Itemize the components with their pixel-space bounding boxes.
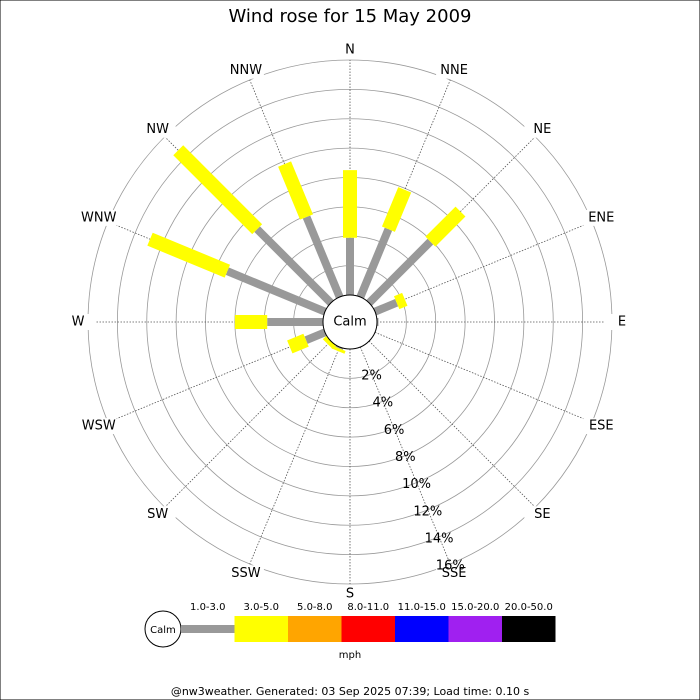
legend-label: 15.0-20.0: [451, 602, 499, 613]
r-tick-label: 14%: [425, 531, 454, 546]
direction-label-bg: [436, 565, 473, 582]
legend-swatch: [181, 625, 235, 633]
bar-segment: [302, 215, 344, 299]
direction-label-bg: [524, 506, 561, 523]
bar-segment: [331, 345, 346, 354]
direction-label: NW: [146, 122, 169, 137]
legend-swatch: [395, 616, 449, 642]
spoke: [374, 331, 593, 423]
legend-label: 8.0-11.0: [347, 602, 389, 613]
direction-label: SSE: [442, 566, 467, 581]
direction-label-bg: [583, 209, 620, 226]
spoke: [249, 346, 341, 565]
legend-unit: mph: [339, 650, 361, 661]
direction-label: SE: [534, 507, 550, 522]
legend-calm-label: Calm: [150, 625, 176, 636]
direction-label: N: [345, 43, 355, 58]
grid-ring: [146, 118, 554, 526]
r-tick-label: 6%: [384, 423, 405, 438]
direction-label: WSW: [82, 419, 116, 434]
bar-segment: [147, 232, 231, 278]
footer: @nw3weather. Generated: 03 Sep 2025 07:3…: [171, 685, 530, 698]
bar-segment: [322, 336, 336, 350]
direction-label: SW: [147, 507, 168, 522]
legend-swatch: [448, 616, 502, 642]
bar-segment: [304, 328, 327, 344]
direction-label-bg: [139, 121, 176, 138]
spoke: [368, 340, 536, 508]
direction-label-bg: [524, 121, 561, 138]
direction-label-bg: [332, 586, 368, 602]
legend-swatch: [502, 616, 556, 642]
direction-label: S: [346, 587, 354, 602]
bar-segment: [393, 292, 408, 310]
spoke: [164, 340, 332, 508]
spoke: [359, 346, 451, 565]
bar-segment: [425, 206, 466, 247]
direction-label: NNE: [440, 63, 468, 78]
direction-label: E: [618, 315, 626, 330]
direction-label-bg: [227, 62, 264, 79]
direction-label: W: [72, 315, 85, 330]
bar-segment: [287, 333, 309, 354]
bar-segment: [225, 267, 327, 316]
direction-label: ESE: [589, 419, 614, 434]
direction-label-bg: [583, 418, 620, 435]
bar-segment: [173, 145, 263, 235]
bar-segment: [356, 227, 393, 299]
r-tick-label: 4%: [373, 396, 394, 411]
direction-label-bg: [80, 209, 117, 226]
direction-label-bg: [436, 62, 473, 79]
calm-circle: [322, 294, 378, 350]
r-tick-label: 12%: [413, 504, 442, 519]
calm-label: Calm: [333, 315, 366, 330]
chart-title: Wind rose for 15 May 2009: [229, 6, 472, 27]
legend-label: 5.0-8.0: [297, 602, 332, 613]
direction-label-bg: [227, 565, 264, 582]
legend-label: 1.0-3.0: [190, 602, 225, 613]
direction-label: SSW: [231, 566, 261, 581]
grid-ring: [116, 88, 584, 556]
r-tick-label: 16%: [436, 559, 465, 574]
direction-label-bg: [80, 418, 117, 435]
spoke: [374, 221, 593, 313]
direction-label-bg: [604, 314, 640, 330]
bar-segment: [366, 238, 434, 306]
bar-segment: [373, 298, 399, 316]
legend-swatch: [341, 616, 395, 642]
direction-label: NNW: [230, 63, 262, 78]
bar-segment: [381, 187, 412, 232]
legend-label: 11.0-15.0: [398, 602, 446, 613]
legend-label: 20.0-50.0: [505, 602, 553, 613]
legend-swatch: [234, 616, 288, 642]
r-tick-label: 8%: [395, 450, 416, 465]
legend-label: 3.0-5.0: [244, 602, 279, 613]
bar-segment: [278, 161, 313, 220]
direction-label-bg: [139, 506, 176, 523]
r-tick-label: 2%: [361, 369, 382, 384]
direction-label: WNW: [81, 210, 117, 225]
direction-label: NE: [533, 122, 551, 137]
spoke: [107, 331, 326, 423]
direction-label: ENE: [588, 210, 614, 225]
r-tick-label: 10%: [402, 477, 431, 492]
bar-segment: [254, 226, 334, 306]
legend-swatch: [288, 616, 342, 642]
direction-label-bg: [60, 314, 96, 330]
grid-ring: [175, 147, 525, 497]
direction-label-bg: [332, 42, 368, 58]
